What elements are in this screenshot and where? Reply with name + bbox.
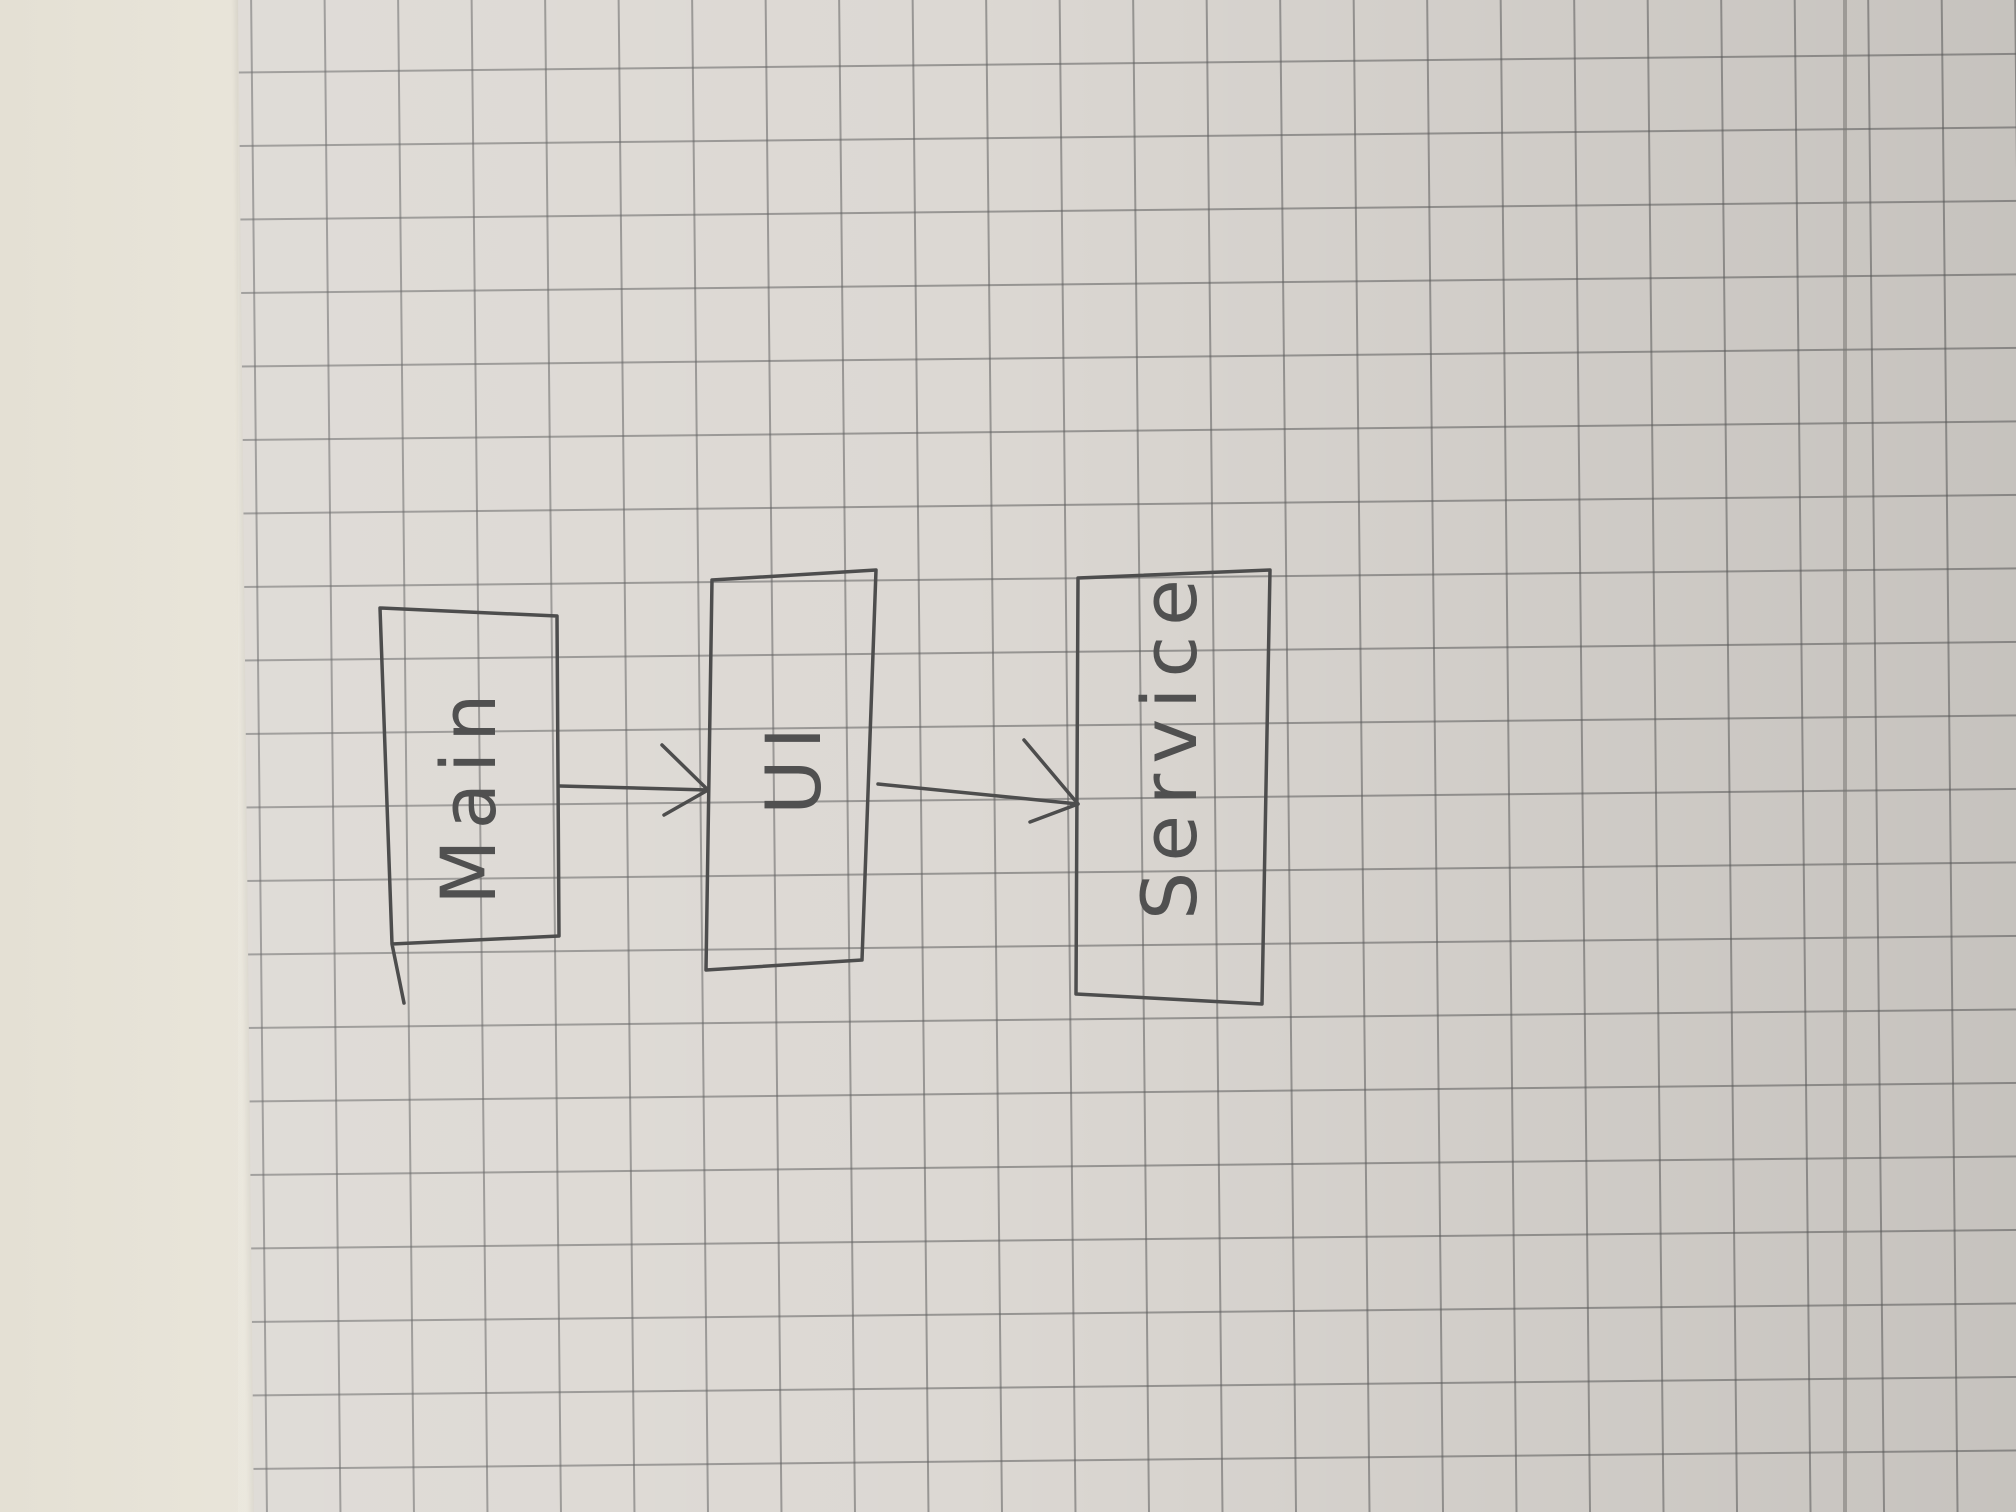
node-main-label: Main: [424, 684, 513, 905]
edge-ui-to-service-head: [1022, 738, 1080, 824]
node-main: Main: [378, 606, 561, 1005]
edge-main-to-ui: [558, 743, 710, 817]
node-service: Service: [1074, 568, 1272, 1006]
edge-main-to-ui-head: [660, 743, 710, 817]
edge-main-to-ui-line: [558, 784, 710, 792]
node-ui-label: UI: [749, 717, 838, 815]
node-service-box: [1074, 568, 1272, 1006]
node-main-box: [378, 606, 561, 1005]
edge-ui-to-service-line: [876, 782, 1080, 806]
node-ui: UI: [704, 568, 878, 972]
node-service-label: Service: [1125, 569, 1214, 920]
edge-ui-to-service: [876, 738, 1080, 824]
notebook-fold: [1843, 0, 1847, 1512]
node-ui-box: [704, 568, 878, 972]
desk-surface: [0, 0, 260, 1512]
